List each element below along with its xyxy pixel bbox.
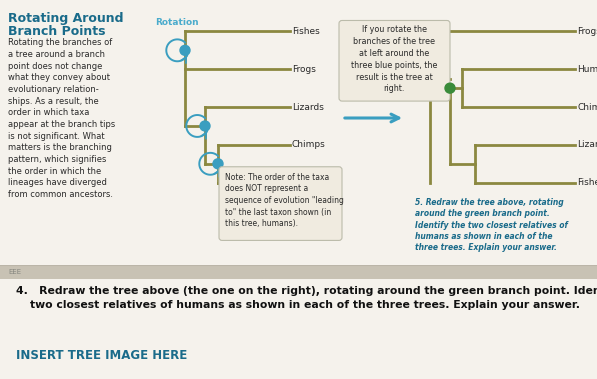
Circle shape: [213, 159, 223, 169]
FancyBboxPatch shape: [339, 20, 450, 101]
Text: Frogs: Frogs: [292, 65, 316, 74]
Text: Chimps: Chimps: [577, 103, 597, 111]
Circle shape: [445, 83, 455, 93]
Text: Chimps: Chimps: [292, 140, 326, 149]
Text: Note: The order of the taxa
does NOT represent a
sequence of evolution "leading
: Note: The order of the taxa does NOT rep…: [225, 173, 344, 229]
Text: Humans: Humans: [292, 178, 329, 187]
Text: Branch Points: Branch Points: [8, 25, 106, 38]
Text: Humans: Humans: [577, 65, 597, 74]
Text: Lizards: Lizards: [577, 140, 597, 149]
Text: Fishes: Fishes: [292, 27, 320, 36]
Circle shape: [200, 121, 210, 131]
Text: Rotating the branches of
a tree around a branch
point does not change
what they : Rotating the branches of a tree around a…: [8, 38, 115, 199]
Text: EEE: EEE: [8, 269, 21, 275]
Text: Fishes: Fishes: [577, 178, 597, 187]
Text: 5. Redraw the tree above, rotating
around the green branch point.
Identify the t: 5. Redraw the tree above, rotating aroun…: [415, 197, 568, 252]
Text: Rotating Around: Rotating Around: [8, 11, 124, 25]
Text: INSERT TREE IMAGE HERE: INSERT TREE IMAGE HERE: [16, 349, 187, 362]
Text: Lizards: Lizards: [292, 103, 324, 111]
Text: Rotation: Rotation: [155, 19, 199, 28]
Text: If you rotate the
branches of the tree
at left around the
three blue points, the: If you rotate the branches of the tree a…: [351, 25, 437, 94]
Bar: [0, 265, 597, 279]
Circle shape: [180, 45, 190, 55]
FancyBboxPatch shape: [219, 167, 342, 240]
Text: 4.   Redraw the tree above (the one on the right), rotating around the green bra: 4. Redraw the tree above (the one on the…: [16, 286, 597, 296]
Text: two closest relatives of humans as shown in each of the three trees. Explain you: two closest relatives of humans as shown…: [30, 300, 580, 310]
Text: Frogs: Frogs: [577, 27, 597, 36]
